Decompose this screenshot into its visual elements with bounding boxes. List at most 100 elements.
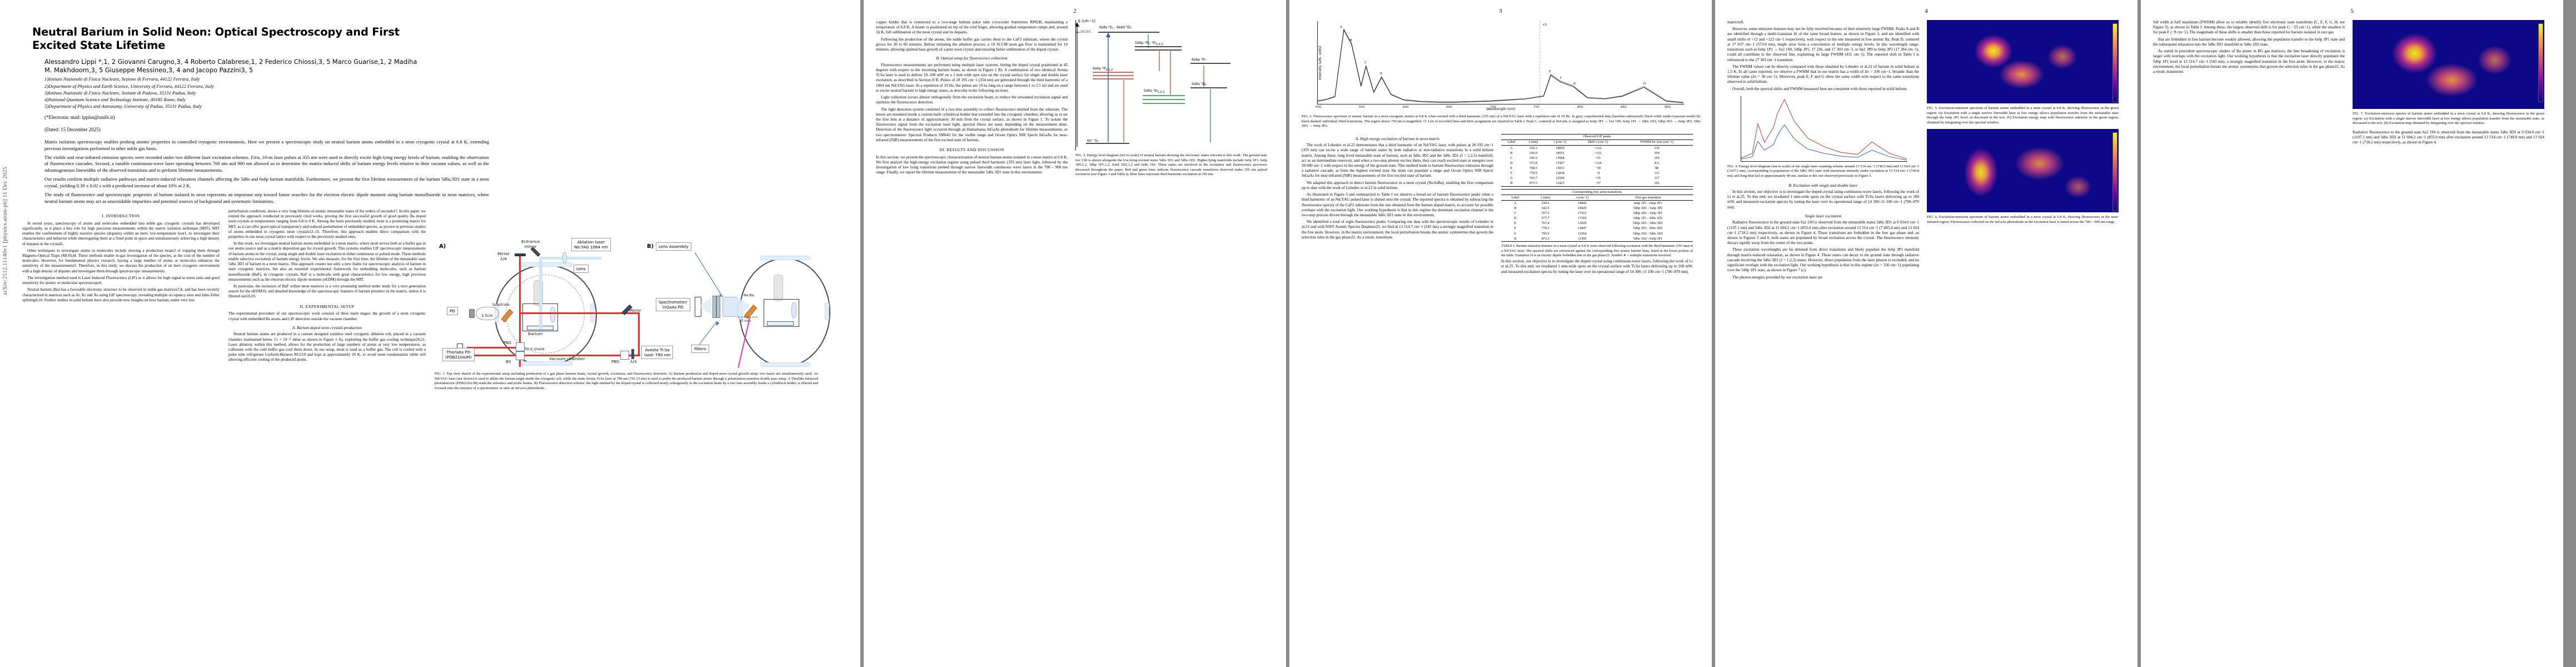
- level-label-6s6p-3p: 6s6p ³P0,1,2: [1093, 67, 1113, 72]
- cell: 5d6p 3F2 - 5d6s 3D2: [1633, 226, 1663, 231]
- cell: D: [1514, 216, 1517, 221]
- fluorescence-spectrum-plot: Intensity (arb. units) Wavelength (nm) A…: [1316, 21, 1684, 111]
- page1-column-2: perturbation conditions, shows a very lo…: [228, 209, 426, 395]
- barium-target-b: [767, 321, 794, 326]
- window-bottom-b: [760, 362, 810, 367]
- figure-3-container: Intensity (arb. units) Wavelength (nm) A…: [1302, 21, 1701, 129]
- label-mirror-quarter: Mirror λ/4: [497, 251, 510, 261]
- figure-1-container: A) B): [435, 208, 830, 395]
- body-paragraph: copper holder that is connected to a two…: [876, 20, 1068, 35]
- cell: 767.4: [1541, 221, 1549, 226]
- cell: −27: [1575, 181, 1621, 187]
- cell: 6s6p 1P1 - 6s6p 3P1: [1633, 201, 1662, 205]
- cell: H: [1501, 236, 1529, 242]
- label-substrate: Substrate: [492, 302, 510, 307]
- table-column-header: Label: [1501, 139, 1522, 146]
- section-heading-experimental-setup: II. EXPERIMENTAL SETUP: [300, 303, 355, 309]
- section-heading-introduction: I. INTRODUCTION: [102, 213, 140, 218]
- page5-column-2: FIG. 7. Excitation-emission spectra of b…: [2353, 20, 2544, 147]
- label-spectrometer: Spectrometer/InGaAs PD: [656, 297, 690, 311]
- energy-axis-label: E (cm−1): [1078, 19, 1096, 23]
- table-header-group: Corresponding free atom transitions: [1501, 188, 1693, 196]
- label-quarter-waveplate: λ/4: [630, 359, 637, 364]
- cell: 557.5: [1541, 211, 1549, 216]
- table-row: F 778.3 12847 5d6p 3F2 - 5d6s 3D2: [1501, 226, 1693, 231]
- cell: 530.6: [1541, 201, 1549, 205]
- colorbar-fig7: [2538, 23, 2543, 102]
- cell: G: [1510, 176, 1513, 181]
- cell: 530.3: [1529, 146, 1537, 150]
- table-column-header: Label: [1501, 195, 1529, 201]
- heatmap-svg-fig6: [1927, 129, 2119, 213]
- cell-aperture-window: [550, 306, 555, 322]
- affiliation-item: 5)Department of Physics and Astronomy, U…: [44, 103, 202, 109]
- pbs-cube-left: [516, 342, 525, 351]
- table-row: E 767.4 13029 5d6p 3D1 - 5d6s 3D1: [1501, 221, 1693, 226]
- cell: B: [1510, 151, 1513, 155]
- peak-label-a: A: [1340, 26, 1342, 29]
- cell: +55: [1595, 156, 1601, 160]
- affiliation-item: 2)Department of Physics and Earth Scienc…: [44, 83, 215, 89]
- cell: E: [1514, 221, 1517, 226]
- figure-7-caption: FIG. 7. Excitation-emission spectra of b…: [2353, 112, 2544, 126]
- dated-line: (Dated: 15 December 2025): [44, 126, 101, 132]
- page4-column-1: matrices8. However, some emission featur…: [1727, 20, 1919, 282]
- spectrum-svg: [1318, 21, 1684, 104]
- affiliation-item: 1)Istituto Nazionale di Fisica Nucleare,…: [44, 76, 200, 82]
- label-avesta-laser: Avesta Ti:Sa laser 790 nm: [641, 345, 674, 359]
- page-number: 4: [1925, 8, 1928, 14]
- cell: A: [1514, 201, 1517, 205]
- body-paragraph: As stated in precedent spectroscopic stu…: [2153, 49, 2345, 74]
- cell: 12564: [1578, 231, 1587, 236]
- body-paragraph: The photon energies provided by our exci…: [1732, 275, 1823, 280]
- abstract-para: Our results confirm multiple radiative p…: [44, 176, 489, 188]
- section-heading-results: III. RESULTS AND DISCUSSION: [939, 147, 1004, 153]
- cell: C: [1514, 211, 1517, 216]
- label-lens-assembly: Lens Assembly: [656, 242, 691, 251]
- x-tick: 850: [1621, 106, 1627, 109]
- page5-column-1: full width at half maximum (FWHM) allow …: [2153, 20, 2345, 147]
- cell: 556.5: [1529, 156, 1537, 160]
- cell: 354: [1654, 151, 1660, 155]
- table-column-header: λ (nm): [1529, 195, 1562, 201]
- panel-label-a: A): [439, 243, 446, 250]
- abstract-para: The study of fluorescence and spectrosco…: [44, 192, 489, 204]
- table-row: C 556.5 17968 +55 156: [1501, 156, 1693, 161]
- apparatus-diagram: A) B): [435, 208, 830, 369]
- table-row: H 873.5 11450 5d6s 1D2 - 6s6p 3P1: [1501, 236, 1693, 242]
- body-paragraph: As illustrated in Figure 3 and summarize…: [1302, 192, 1493, 217]
- energy-diagram-svg: [1076, 22, 1230, 147]
- probe-beam-to-pd2: [467, 354, 521, 356]
- substrate-holder-tube: [476, 306, 499, 320]
- cell: B: [1514, 206, 1517, 210]
- page-3: 3 Intensity (arb. units) Wavelength (nm)…: [1289, 0, 1712, 667]
- table-row: B 542.5 18429 5d6p 3D1 - 6s6p 3P2: [1501, 206, 1693, 211]
- cell: 873.5: [1529, 236, 1562, 242]
- table-row: F 778.9 12838 −9 113: [1501, 171, 1693, 176]
- body-paragraph: In this section, our objective is to inv…: [1727, 190, 1919, 210]
- level-label-5d6s-1d2: 5d6s ¹D₂: [1192, 82, 1207, 86]
- body-paragraph: The light detection system consisted of …: [876, 107, 1068, 142]
- figure-5-caption: FIG. 5. Excitation-emission spectrum of …: [1927, 106, 2119, 125]
- cell: +122: [1594, 146, 1602, 150]
- figure-4-caption-left: FIG. 4. Energy level diagram (not to sca…: [1727, 164, 1919, 178]
- window-right-b: [825, 302, 829, 320]
- figure-3-caption: FIG. 3. Fluorescence spectrum of atomic …: [1302, 115, 1701, 128]
- body-paragraph: Neutral barium atoms are produced in a c…: [228, 332, 426, 362]
- table-column-header: Shift ν (cm−1): [1575, 139, 1621, 146]
- level-label-5d6p: 5d6p ¹P₁, ³D1,2,3: [1135, 41, 1163, 47]
- body-paragraph: We identified a total of eight fluoresce…: [1302, 220, 1493, 240]
- cell: 156: [1654, 156, 1660, 160]
- subsection-heading-optical-setup: B. Optical setup for fluorescence collec…: [936, 56, 1008, 61]
- peak-label-c: C: [1364, 61, 1367, 64]
- cell: F: [1514, 226, 1517, 231]
- table-row: B 539.0 18551 +122 354: [1501, 151, 1693, 156]
- cell: 411: [1654, 161, 1660, 165]
- probe-beam-horizontal: [519, 312, 639, 314]
- table-column-header: λ (nm): [1521, 139, 1545, 146]
- label-entrance-mirror: Entrance mirror: [521, 238, 540, 249]
- lens-assembly-optic: [723, 296, 738, 317]
- probe-beam-to-pd1: [467, 346, 522, 349]
- cell: F: [1510, 171, 1513, 176]
- level-label-5d6s-3d: 5d6s ³D1,2,3: [1144, 89, 1165, 94]
